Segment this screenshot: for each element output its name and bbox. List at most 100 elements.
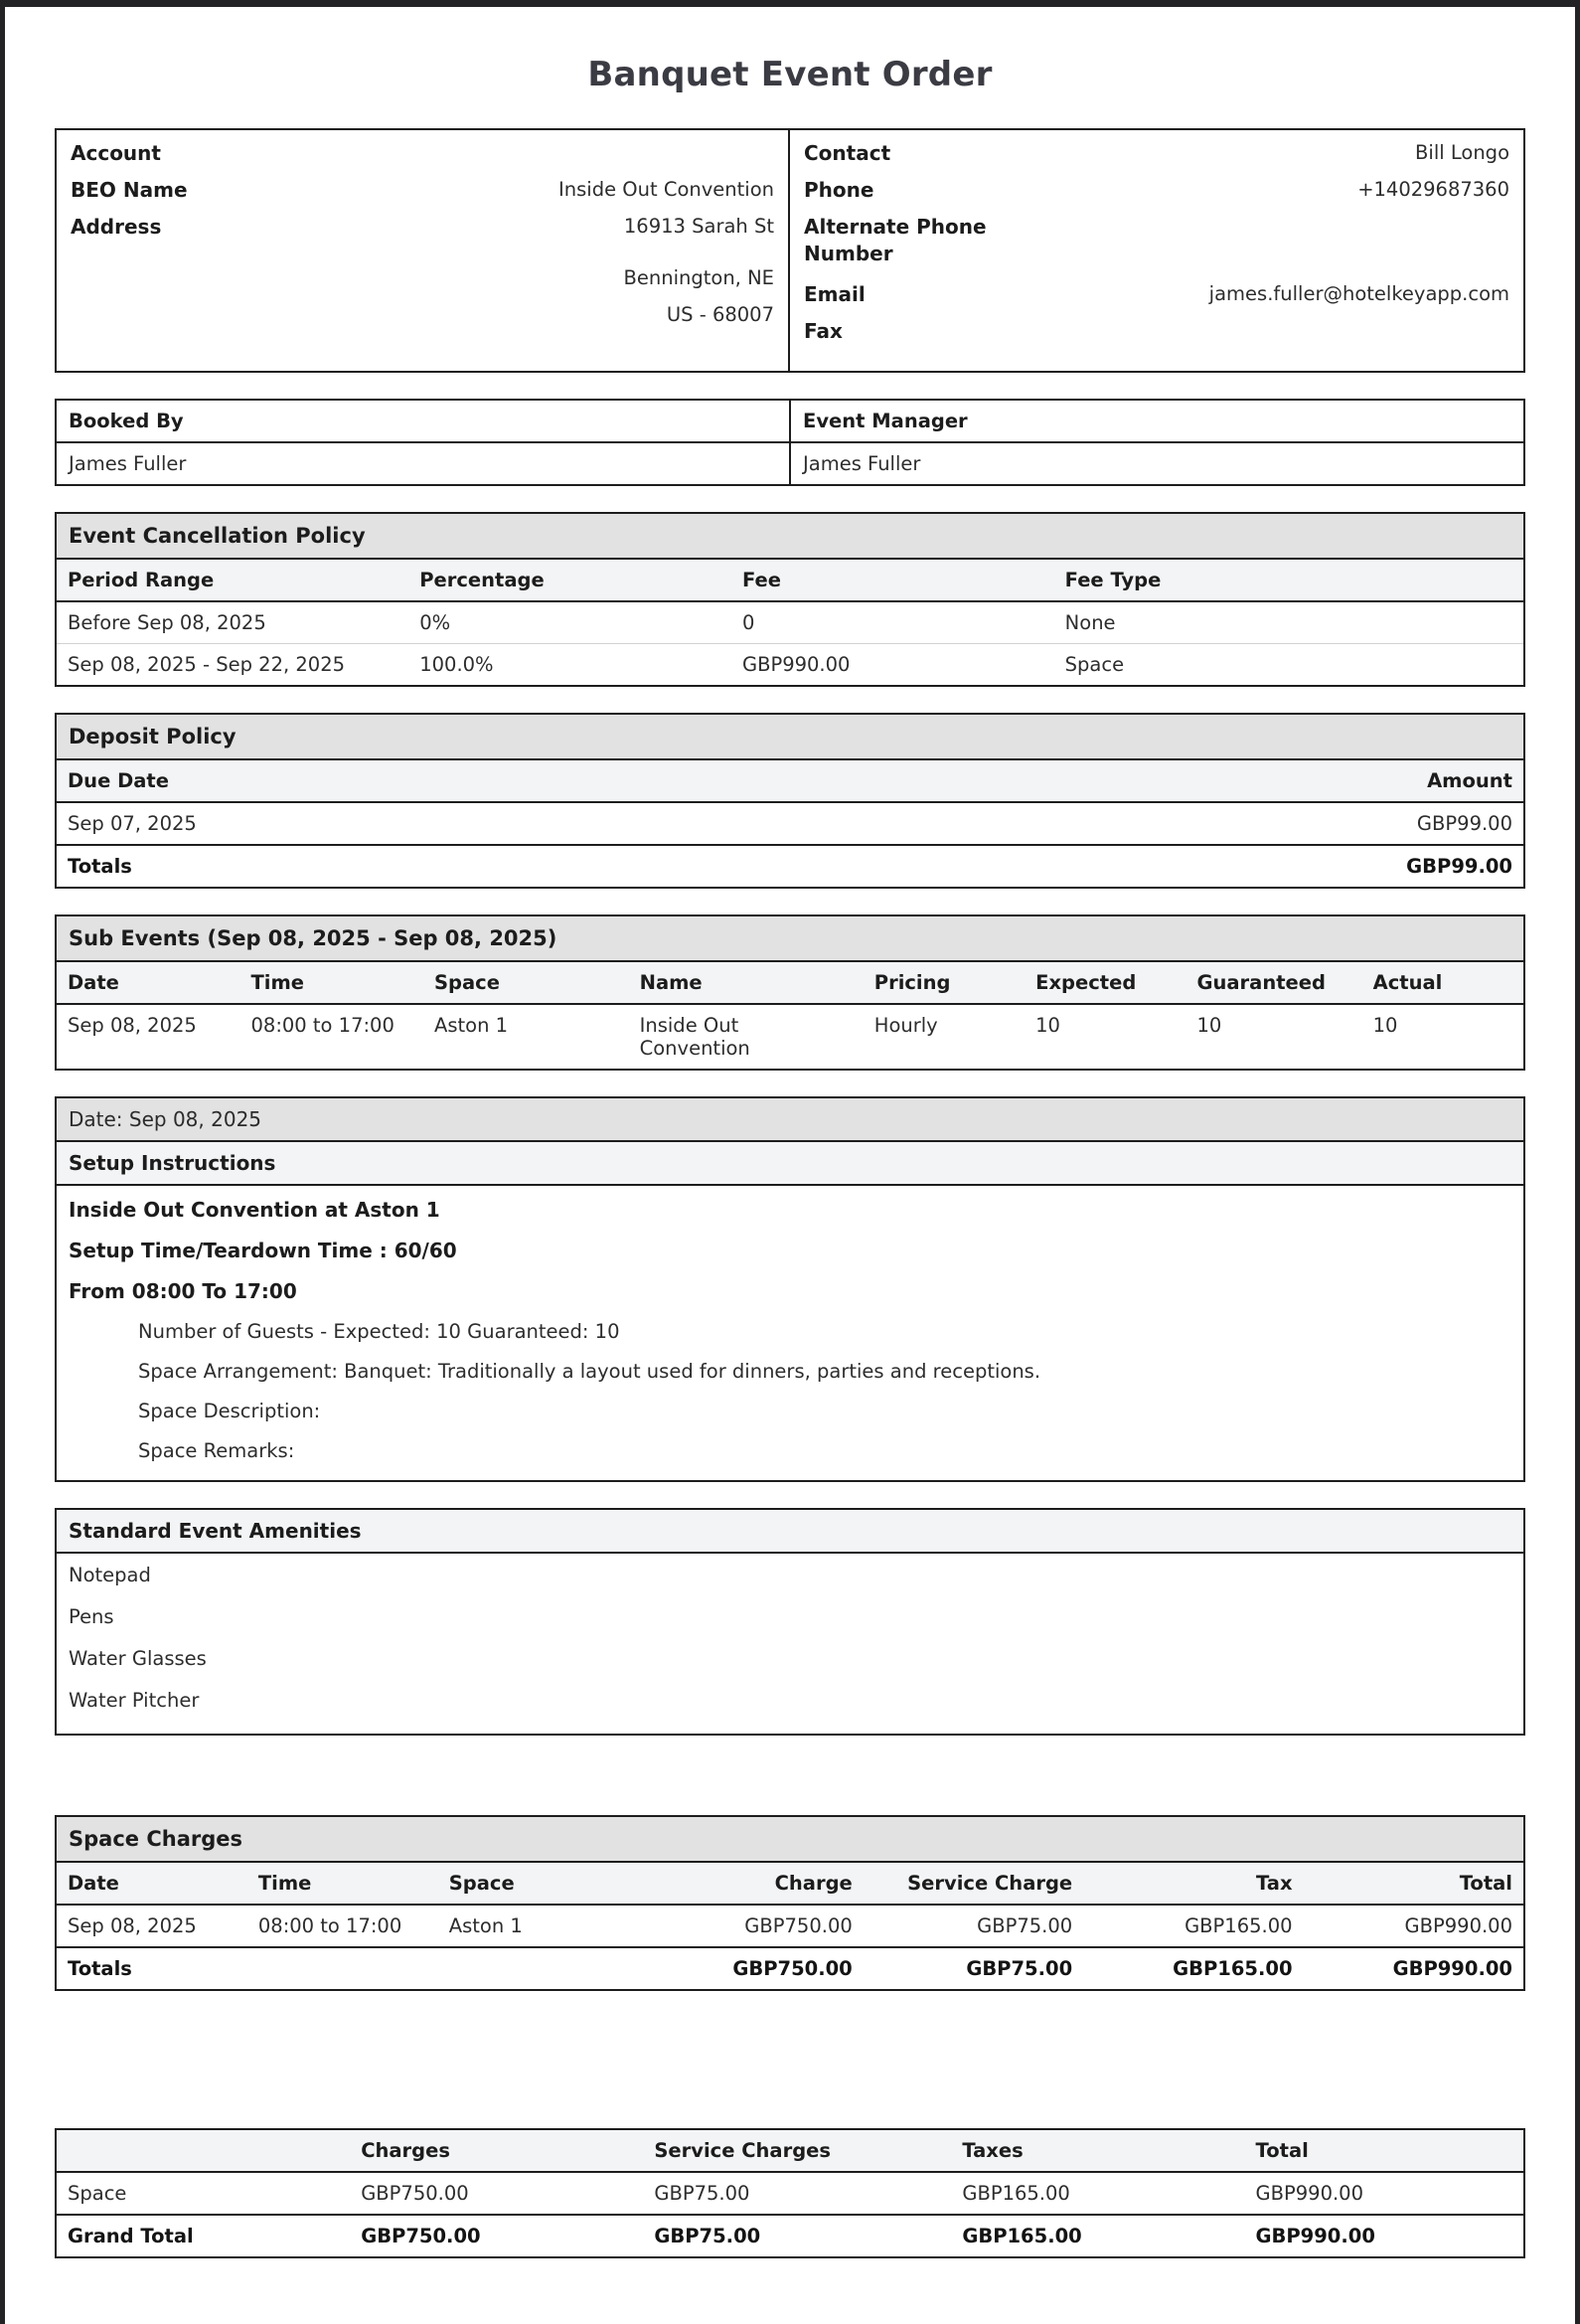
address-row: Address 16913 Sarah St xyxy=(71,214,774,265)
cell-due-date: Sep 07, 2025 xyxy=(57,802,1084,846)
table-row: Sep 08, 2025 - Sep 22, 2025 100.0% GBP99… xyxy=(57,644,1523,686)
grand-summary-section: Charges Service Charges Taxes Total Spac… xyxy=(55,2128,1525,2258)
table-row: Sep 08, 2025 08:00 to 17:00 Aston 1 GBP7… xyxy=(57,1905,1523,1948)
list-item: Notepad xyxy=(69,1564,151,1586)
table-header-row: Date Time Space Charge Service Charge Ta… xyxy=(57,1863,1523,1906)
address-line2: Bennington, NE xyxy=(623,266,775,289)
amenities-section: Standard Event Amenities Notepad Pens Wa… xyxy=(55,1508,1525,1736)
table-totals-row: Totals GBP750.00 GBP75.00 GBP165.00 GBP9… xyxy=(57,1946,1523,1989)
col-period-range: Period Range xyxy=(57,560,409,602)
grand-total-taxes: GBP165.00 xyxy=(951,2214,1245,2256)
table-header-row: Booked By Event Manager xyxy=(55,399,1525,443)
table-row: Before Sep 08, 2025 0% 0 None xyxy=(57,601,1523,644)
cell-percentage: 0% xyxy=(408,601,731,644)
page-title: Banquet Event Order xyxy=(587,55,993,94)
table-header-row: Due Date Amount xyxy=(57,760,1523,803)
col-time: Time xyxy=(246,1863,438,1906)
cell-pricing: Hourly xyxy=(873,1014,938,1037)
col-time: Time xyxy=(239,962,423,1005)
col-expected: Expected xyxy=(1025,962,1186,1005)
totals-label: Totals xyxy=(57,1946,247,1989)
cell-taxes: GBP165.00 xyxy=(951,2172,1245,2216)
contact-value: Bill Longo xyxy=(1415,141,1509,164)
col-total: Total xyxy=(1244,2130,1523,2173)
email-value: james.fuller@hotelkeyapp.com xyxy=(1208,282,1509,305)
phone-label: Phone xyxy=(804,178,874,202)
col-service-charge: Service Charge xyxy=(863,1863,1084,1906)
deposit-policy-section: Deposit Policy Due Date Amount Sep 07, 2… xyxy=(55,713,1525,889)
beo-name-label: BEO Name xyxy=(71,178,188,202)
address-line3: US - 68007 xyxy=(666,303,774,326)
cell-space: Aston 1 xyxy=(434,1014,509,1037)
cancellation-policy-section: Event Cancellation Policy Period Range P… xyxy=(55,512,1525,687)
contact-label: Contact xyxy=(804,141,891,165)
space-charges-title: Space Charges xyxy=(57,1817,1523,1863)
setup-instructions-label: Setup Instructions xyxy=(57,1142,1523,1186)
col-guaranteed: Guaranteed xyxy=(1185,962,1362,1005)
cell-actual: 10 xyxy=(1372,1014,1398,1037)
cancellation-policy-table: Period Range Percentage Fee Fee Type Bef… xyxy=(57,560,1523,685)
account-label: Account xyxy=(71,141,161,165)
contact-column: Contact Bill Longo Phone +14029687360 Al… xyxy=(790,130,1523,371)
col-taxes: Taxes xyxy=(951,2130,1245,2173)
address-country-row: US - 68007 xyxy=(71,302,774,339)
col-charges: Charges xyxy=(350,2130,644,2173)
setup-line-times: Setup Time/Teardown Time : 60/60 xyxy=(69,1239,457,1262)
totals-time xyxy=(246,1946,438,1989)
contact-row: Contact Bill Longo xyxy=(804,140,1509,177)
setup-date-label: Date: Sep 08, 2025 xyxy=(57,1098,1523,1142)
col-actual: Actual xyxy=(1361,962,1523,1005)
cell-period-range: Sep 08, 2025 - Sep 22, 2025 xyxy=(68,653,346,676)
alternate-phone-label: Alternate Phone Number xyxy=(804,215,987,265)
event-manager-value: James Fuller xyxy=(789,441,1525,486)
account-column: Account BEO Name Inside Out Convention A… xyxy=(57,130,790,371)
col-pricing: Pricing xyxy=(863,962,1026,1005)
account-contact-block: Account BEO Name Inside Out Convention A… xyxy=(55,128,1525,373)
booked-by-table: Booked By Event Manager James Fuller Jam… xyxy=(55,399,1525,486)
cell-service-charge: GBP75.00 xyxy=(863,1905,1084,1948)
table-row: Sep 08, 2025 08:00 to 17:00 Aston 1 Insi… xyxy=(57,1004,1523,1069)
cell-total: GBP990.00 xyxy=(1244,2172,1523,2216)
totals-label: Totals xyxy=(57,844,1084,887)
deposit-policy-title: Deposit Policy xyxy=(57,715,1523,760)
table-row: James Fuller James Fuller xyxy=(55,441,1525,486)
amenities-title: Standard Event Amenities xyxy=(57,1510,1523,1554)
cell-category: Space xyxy=(57,2172,351,2216)
table-header-row: Date Time Space Name Pricing Expected Gu… xyxy=(57,962,1523,1005)
address-label: Address xyxy=(71,215,162,239)
cell-fee: GBP990.00 xyxy=(741,653,851,676)
cell-fee-type: Space xyxy=(1064,653,1125,676)
booked-by-value: James Fuller xyxy=(55,441,791,486)
cancellation-policy-title: Event Cancellation Policy xyxy=(57,514,1523,560)
list-item: Water Glasses xyxy=(69,1647,207,1670)
email-row: Email james.fuller@hotelkeyapp.com xyxy=(804,281,1509,318)
cell-time: 08:00 to 17:00 xyxy=(250,1014,395,1037)
totals-tax: GBP165.00 xyxy=(1083,1946,1304,1989)
cell-fee: 0 xyxy=(730,601,1054,644)
col-due-date: Due Date xyxy=(57,760,1084,803)
col-fee-type: Fee Type xyxy=(1053,560,1523,602)
address-line1: 16913 Sarah St xyxy=(623,215,774,238)
setup-instructions-body: Inside Out Convention at Aston 1 Setup T… xyxy=(57,1186,1523,1480)
cell-date: Sep 08, 2025 xyxy=(57,1905,247,1948)
cell-space: Aston 1 xyxy=(437,1905,644,1948)
cell-percentage: 100.0% xyxy=(419,653,494,676)
space-charges-table: Date Time Space Charge Service Charge Ta… xyxy=(57,1863,1523,1989)
cell-total: GBP990.00 xyxy=(1303,1905,1523,1948)
table-row: Sep 07, 2025 GBP99.00 xyxy=(57,802,1523,846)
cell-charges: GBP750.00 xyxy=(350,2172,644,2216)
col-space: Space xyxy=(423,962,629,1005)
col-percentage: Percentage xyxy=(408,560,731,602)
grand-summary-table: Charges Service Charges Taxes Total Spac… xyxy=(57,2130,1523,2256)
spacer xyxy=(55,2017,1525,2128)
grand-total-charges: GBP750.00 xyxy=(350,2214,644,2256)
col-fee: Fee xyxy=(730,560,1054,602)
amenities-list: Notepad Pens Water Glasses Water Pitcher xyxy=(57,1554,1523,1734)
table-header-row: Period Range Percentage Fee Fee Type xyxy=(57,560,1523,602)
table-row: Space GBP750.00 GBP75.00 GBP165.00 GBP99… xyxy=(57,2172,1523,2216)
fax-label: Fax xyxy=(804,319,843,343)
beo-name-row: BEO Name Inside Out Convention xyxy=(71,177,774,214)
cell-amount: GBP99.00 xyxy=(1083,802,1523,846)
cell-fee-type: None xyxy=(1053,601,1523,644)
booked-by-header: Booked By xyxy=(55,399,791,443)
